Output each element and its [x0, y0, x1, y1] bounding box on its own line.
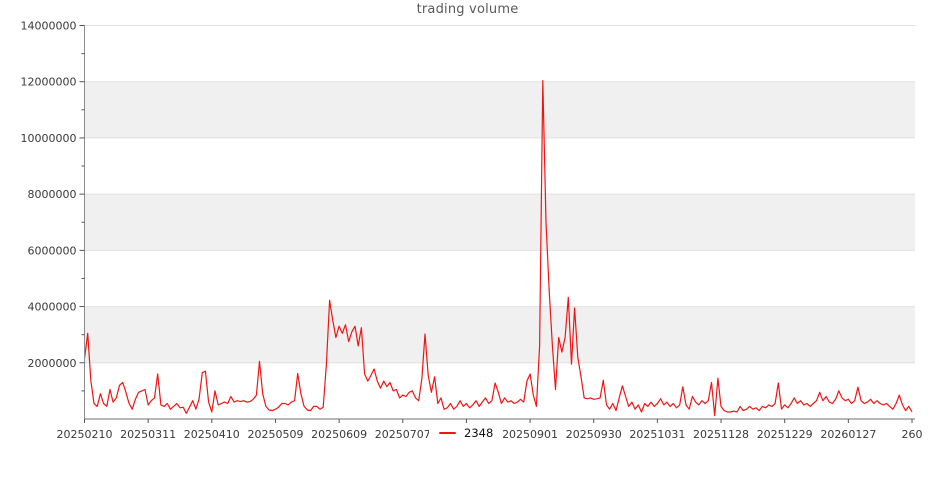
x-tick-label: 20250210: [57, 428, 113, 441]
y-tick-label: 14000000: [21, 20, 77, 33]
legend-line-marker: [439, 432, 456, 434]
y-tick-label: 2000000: [28, 357, 77, 370]
x-tick-label: 20251128: [693, 428, 749, 441]
y-tick-label: 4000000: [28, 301, 77, 314]
y-tick-label: 8000000: [28, 188, 77, 201]
x-tick-label: 260: [902, 428, 923, 441]
y-tick-label: 12000000: [21, 76, 77, 89]
x-tick-label: 20251031: [629, 428, 685, 441]
x-tick-label: 20250311: [120, 428, 176, 441]
x-tick-label: 20250509: [247, 428, 303, 441]
y-tick-label: 10000000: [21, 132, 77, 145]
legend: 2348: [429, 423, 504, 443]
x-tick-label: 20251229: [757, 428, 813, 441]
x-tick-label: 20250609: [311, 428, 367, 441]
x-tick-label: 20260127: [820, 428, 876, 441]
y-tick-label: 6000000: [28, 244, 77, 257]
band-fill: [84, 306, 915, 363]
band-fill: [84, 81, 915, 138]
x-tick-label: 20250930: [566, 428, 622, 441]
x-tick-label: 20250707: [375, 428, 431, 441]
x-tick-label: 20250410: [184, 428, 240, 441]
band-fill: [84, 194, 915, 251]
x-tick-label: 20250901: [502, 428, 558, 441]
volume-line-series: [83, 79, 913, 417]
chart-title: trading volume: [416, 2, 519, 17]
legend-label: 2348: [464, 426, 494, 440]
